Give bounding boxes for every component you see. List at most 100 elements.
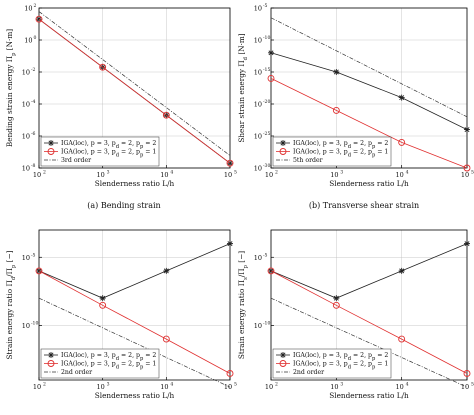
x-tick-label: 10 [160, 383, 168, 391]
legend-marker-circle [47, 360, 55, 367]
x-tick-label: 10 [330, 171, 338, 179]
data-point-star [398, 267, 405, 274]
data-point-circle [398, 138, 406, 146]
x-tick-label: 10 [33, 383, 41, 391]
x-tick-exponent: 5 [471, 382, 474, 388]
data-point-circle [398, 335, 406, 343]
legend-b: IGA(loc), p = 3, pd = 2, pp = 2IGA(loc),… [272, 136, 392, 167]
data-point-circle [463, 370, 471, 377]
chart-a: 10 2 10 3 10 4 10 510 210 010 -210 -410 -610 -8Slende… [5, 3, 237, 188]
x-tick-label: 10 [33, 171, 41, 179]
data-point-star [163, 267, 170, 274]
caption-a: (a) Bending strain [87, 201, 160, 210]
series-line-3 [38, 11, 231, 156]
data-point-circle [332, 301, 340, 309]
x-tick-label: 10 [224, 171, 232, 179]
x-tick-label: 10 [461, 383, 469, 391]
y-axis-label: Bending strain energy Πp [N·m] [5, 29, 17, 147]
y-tick-exponent: -10 [263, 320, 270, 326]
data-point-star [398, 94, 405, 101]
legend-label: IGA(loc), p = 3, pd = 2, pp = 2 [293, 140, 388, 150]
series-line-1 [270, 52, 468, 130]
x-tick-exponent: 3 [340, 170, 343, 176]
x-tick-exponent: 5 [234, 382, 237, 388]
y-tick-exponent: -10 [31, 320, 38, 326]
y-tick-exponent: 0 [34, 35, 37, 41]
x-tick-label: 10 [97, 171, 105, 179]
x-tick-exponent: 3 [107, 170, 110, 176]
y-tick-label: 10 [254, 69, 262, 77]
legend-box [272, 348, 392, 379]
y-tick-label: 10 [254, 133, 262, 141]
data-point-star [333, 69, 340, 75]
x-tick-label: 10 [160, 171, 168, 179]
data-point-circle [332, 106, 340, 114]
y-tick-label: 10 [22, 69, 30, 77]
legend-label: IGA(loc), p = 3, pd = 2, pp = 1 [61, 149, 156, 159]
legend-label: IGA(loc), p = 3, pd = 2, pp = 2 [61, 352, 156, 362]
series-line-3 [38, 297, 231, 388]
x-tick-label: 10 [97, 383, 105, 391]
data-point-star [99, 295, 106, 302]
x-tick-exponent: 4 [170, 382, 173, 388]
series-line-2 [38, 18, 231, 164]
y-tick-label: 10 [254, 5, 262, 13]
legend-marker-star [48, 352, 54, 358]
data-point-star [227, 240, 233, 247]
legend-box [272, 136, 392, 167]
y-tick-label: 10 [22, 133, 30, 141]
data-point-circle [226, 159, 234, 167]
series-line-1 [270, 243, 468, 299]
x-tick-exponent: 2 [275, 170, 278, 176]
y-tick-exponent: -8 [31, 163, 36, 169]
legend-box [40, 348, 160, 379]
y-tick-label: 10 [254, 101, 262, 109]
x-tick-exponent: 2 [43, 170, 46, 176]
x-tick-label: 10 [265, 171, 273, 179]
data-point-star [227, 160, 233, 167]
data-point-circle [162, 335, 170, 343]
x-tick-exponent: 2 [43, 382, 46, 388]
y-tick-exponent: -25 [263, 131, 270, 137]
y-tick-label: 10 [254, 165, 262, 173]
data-point-circle [35, 15, 43, 23]
plot-frame-d [270, 229, 468, 381]
data-point-circle [99, 63, 107, 71]
y-tick-label: 10 [24, 5, 32, 13]
x-tick-label: 10 [396, 383, 404, 391]
y-tick-exponent: -2 [31, 67, 36, 73]
series-line-3 [270, 297, 468, 388]
y-tick-exponent: 2 [34, 3, 37, 9]
x-tick-exponent: 4 [406, 170, 409, 176]
x-tick-exponent: 5 [234, 170, 237, 176]
legend-label: 5th order [293, 157, 323, 164]
x-tick-label: 10 [330, 383, 338, 391]
y-tick-label: 10 [22, 165, 30, 173]
data-point-circle [99, 301, 107, 309]
legend-c: IGA(loc), p = 3, pd = 2, pp = 2IGA(loc),… [40, 348, 160, 379]
legend-label: 2nd order [61, 369, 92, 376]
legend-marker-star [280, 352, 286, 358]
data-point-circle [463, 164, 471, 172]
legend-a: IGA(loc), p = 3, pd = 2, pp = 2IGA(loc),… [40, 136, 160, 167]
legend-marker-circle [47, 148, 55, 155]
x-tick-exponent: 3 [340, 382, 343, 388]
x-tick-label: 10 [265, 383, 273, 391]
series-line-2 [270, 270, 468, 374]
x-axis-label: Slenderness ratio L/h [329, 391, 409, 400]
y-tick-label: 10 [22, 322, 30, 330]
y-tick-label: 10 [22, 101, 30, 109]
y-tick-exponent: -20 [263, 99, 270, 105]
x-tick-exponent: 4 [406, 382, 409, 388]
series-line-2 [270, 78, 468, 169]
data-point-star [268, 49, 274, 56]
data-point-star [464, 240, 470, 247]
y-tick-label: 10 [254, 37, 262, 45]
plot-frame-b [270, 7, 468, 169]
y-tick-exponent: -5 [31, 252, 36, 258]
y-tick-exponent: -5 [263, 252, 268, 258]
x-axis-label: Slenderness ratio L/h [95, 391, 175, 400]
